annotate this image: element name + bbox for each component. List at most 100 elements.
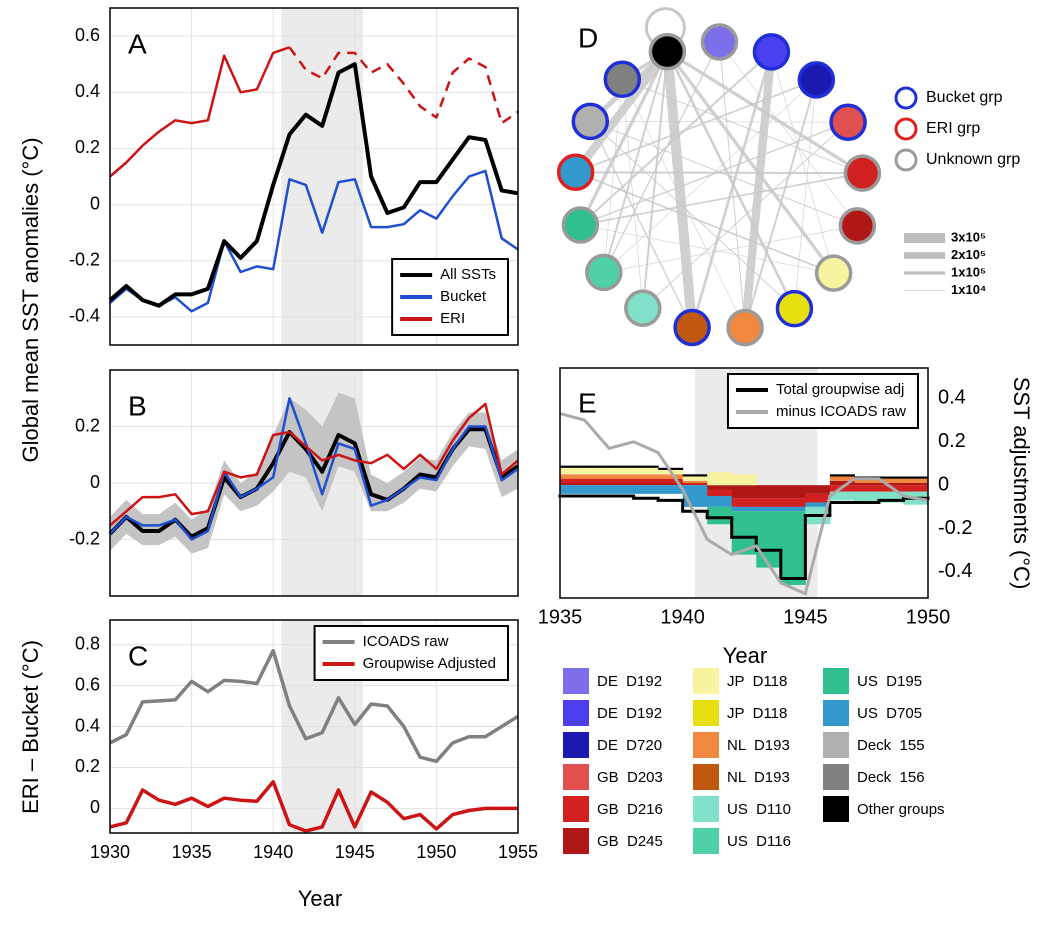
bar-segment <box>560 467 586 475</box>
x-tick-label: 1940 <box>253 842 293 862</box>
color-legend-label: JP D118 <box>727 673 787 690</box>
bar-segment <box>780 485 806 499</box>
color-legend-swatch <box>823 668 849 694</box>
color-legend-label: US D195 <box>857 673 922 690</box>
color-legend-swatch <box>563 828 589 854</box>
color-legend-label: Other groups <box>857 801 945 818</box>
legend-label: Bucket <box>440 288 487 305</box>
color-legend-swatch <box>563 764 589 790</box>
legend-label: minus ICOADS raw <box>776 403 906 420</box>
bar-segment <box>903 483 929 486</box>
y-tick-label: 0.2 <box>75 137 100 157</box>
plot-frame <box>109 369 519 597</box>
bar-segment <box>878 483 904 486</box>
color-legend-swatch <box>823 764 849 790</box>
bar-segment <box>805 493 831 503</box>
edge <box>589 121 693 328</box>
edge <box>642 121 849 309</box>
edge <box>690 51 773 328</box>
color-legend-swatch <box>563 668 589 694</box>
y-tick-label: 0 <box>90 193 100 213</box>
color-legend-label: US D116 <box>727 833 791 850</box>
bar-segment <box>609 467 635 475</box>
series-line <box>109 648 519 764</box>
group-legend-ring <box>894 148 918 172</box>
edge <box>719 41 858 227</box>
x-axis-label: Year <box>298 886 342 911</box>
bar-segment <box>633 478 659 483</box>
y-tick-label: -0.4 <box>69 306 100 326</box>
bar-segment <box>658 478 684 483</box>
bar-segment <box>633 483 659 486</box>
x-tick-label: 1935 <box>172 842 212 862</box>
y-tick-label: 0.4 <box>75 715 100 735</box>
color-legend-swatch <box>693 764 719 790</box>
bar-segment <box>682 480 708 483</box>
edge <box>666 50 835 275</box>
y-tick-label: -0.2 <box>938 517 972 539</box>
node <box>648 32 687 71</box>
x-tick-label: 1950 <box>906 606 951 628</box>
legend: Total groupwise adj minus ICOADS raw <box>726 373 919 429</box>
plot-frame <box>559 367 929 599</box>
bar-segment <box>560 465 586 468</box>
y-tick-label: 0.4 <box>938 387 966 409</box>
legend-box <box>313 625 509 681</box>
bar-segment <box>829 480 855 486</box>
bar-segment <box>609 478 635 483</box>
node <box>814 254 853 292</box>
edge <box>603 41 721 273</box>
series-line <box>109 397 519 541</box>
x-tick-label: 1930 <box>90 842 130 862</box>
x-tick-label: 1945 <box>783 606 828 628</box>
bar-segment <box>829 476 855 481</box>
bar-segment <box>560 478 586 483</box>
edge <box>575 171 863 175</box>
bar-segment <box>560 483 586 486</box>
group-legend-ring <box>894 86 918 110</box>
plot-frame <box>109 619 519 834</box>
legend: ICOADS raw Groupwise Adjusted <box>313 625 509 681</box>
series-line <box>109 402 519 527</box>
node <box>556 153 595 192</box>
bar-segment <box>584 485 610 494</box>
bar-segment <box>756 485 782 499</box>
edge <box>641 51 669 309</box>
bar-segment <box>707 472 733 486</box>
edge <box>578 50 669 226</box>
group-legend-label: Bucket grp <box>926 89 1003 106</box>
bar-segment <box>609 483 635 486</box>
node <box>571 102 610 141</box>
bar-segment <box>878 478 904 483</box>
color-legend-label: NL D193 <box>727 737 790 754</box>
panel-label: C <box>128 640 148 671</box>
edge <box>622 79 746 328</box>
bar-segment <box>707 496 733 507</box>
bar-segment <box>854 483 880 486</box>
bar-segment <box>805 485 831 494</box>
color-legend-label: JP D118 <box>727 705 787 722</box>
bar-segment <box>658 474 684 479</box>
series-line <box>109 46 290 178</box>
bar-segment <box>903 485 929 492</box>
bar-segment <box>878 491 904 503</box>
edge <box>579 51 773 226</box>
edge <box>603 225 858 273</box>
edge <box>590 121 849 123</box>
width-legend-label: 1x10⁴ <box>951 282 986 297</box>
node <box>603 60 642 99</box>
bar-segment <box>584 467 610 475</box>
edge <box>662 51 698 328</box>
x-axis-label: Year <box>723 643 767 668</box>
edge <box>621 79 644 309</box>
bar-segment <box>756 498 782 507</box>
panel-label: A <box>128 28 147 59</box>
color-legend-swatch <box>693 796 719 822</box>
legend-box <box>726 373 919 429</box>
shaded-period <box>281 8 363 345</box>
edge <box>771 51 834 274</box>
edge <box>666 50 796 310</box>
color-legend-swatch <box>693 668 719 694</box>
node <box>843 154 882 192</box>
